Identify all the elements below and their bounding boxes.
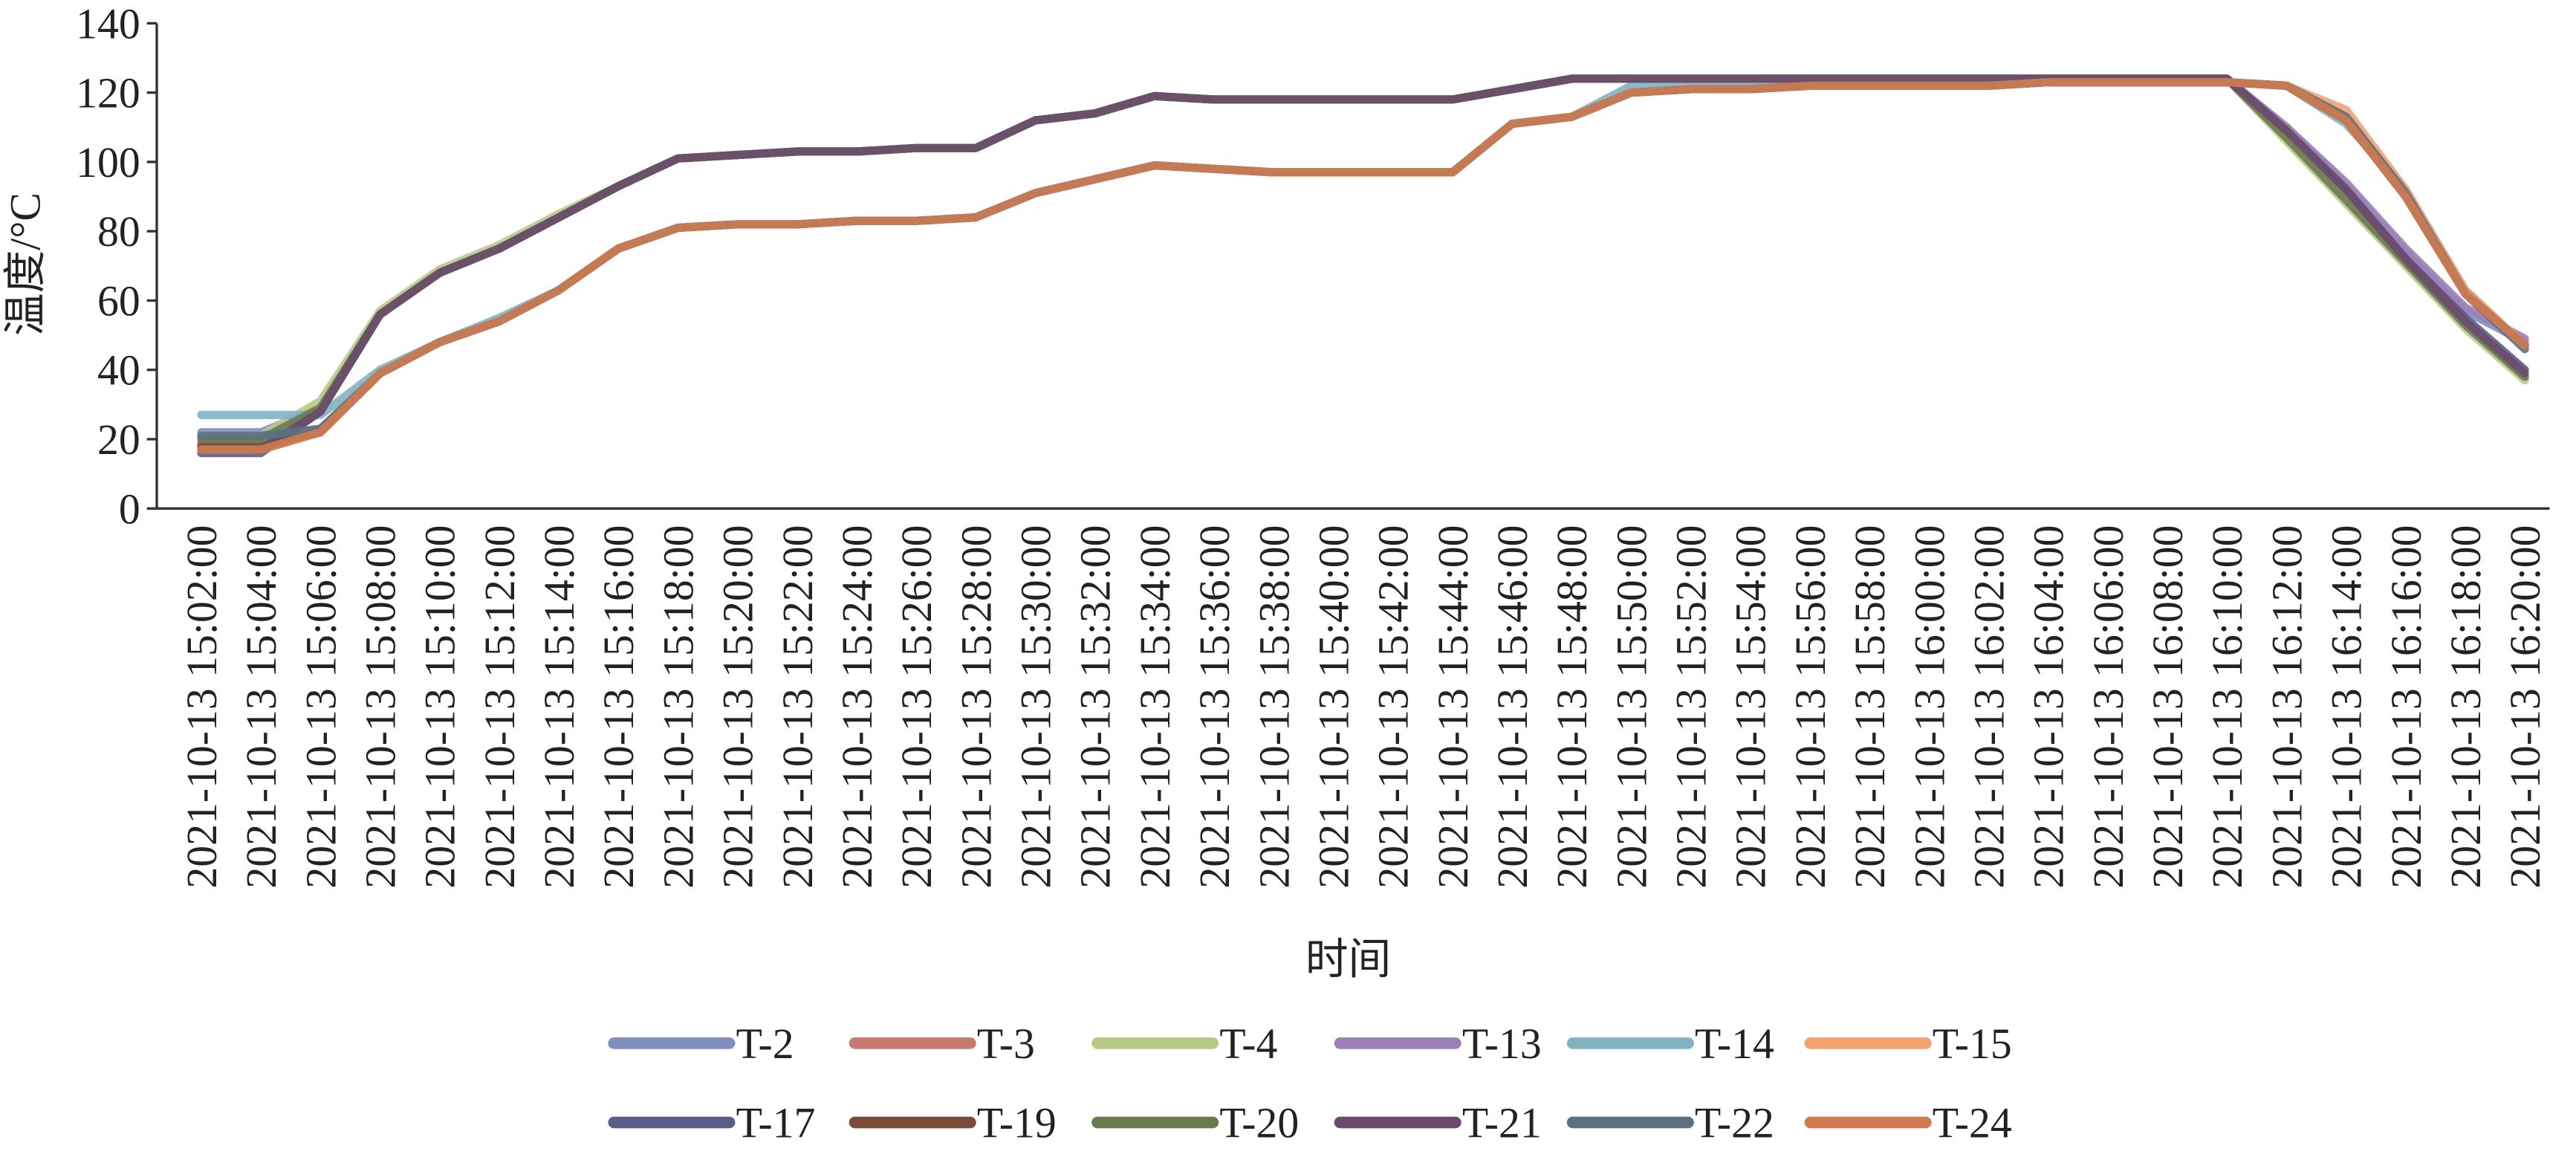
x-tick-label: 2021-10-13 15:46:00: [1490, 525, 1537, 889]
x-tick-label: 2021-10-13 15:36:00: [1192, 525, 1239, 889]
series-line: [197, 78, 2529, 447]
legend-label: T-3: [977, 1021, 1035, 1068]
x-tick-label: 2021-10-13 15:08:00: [358, 525, 405, 889]
x-tick-label: 2021-10-13 15:56:00: [1788, 525, 1834, 889]
legend-label: T-15: [1933, 1021, 2012, 1068]
x-tick-label: 2021-10-13 16:16:00: [2384, 525, 2430, 889]
x-tick-label: 2021-10-13 15:34:00: [1132, 525, 1179, 889]
series-line: [197, 74, 2529, 450]
y-tick-label: 40: [97, 348, 140, 395]
series-line: [197, 74, 2529, 440]
x-tick-label: 2021-10-13 15:12:00: [477, 525, 524, 889]
y-tick-label: 100: [76, 140, 140, 187]
x-tick-label: 2021-10-13 15:40:00: [1311, 525, 1357, 889]
x-axis-label: 时间: [1305, 937, 1391, 984]
legend-label: T-2: [736, 1021, 794, 1068]
legend-item: T-20: [1091, 1100, 1299, 1147]
legend-label: T-14: [1695, 1021, 1774, 1068]
series-line: [197, 74, 2529, 437]
x-tick-label: 2021-10-13 15:24:00: [834, 525, 881, 889]
x-tick-label: 2021-10-13 16:10:00: [2204, 525, 2251, 889]
legend-label: T-13: [1462, 1021, 1542, 1068]
x-tick-label: 2021-10-13 16:02:00: [1966, 525, 2013, 889]
series-line: [197, 74, 2529, 444]
legend-item: T-17: [608, 1100, 816, 1147]
y-tick-label: 140: [76, 1, 140, 48]
x-tick-label: 2021-10-13 15:20:00: [716, 525, 762, 889]
x-tick-label: 2021-10-13 16:00:00: [1907, 525, 1953, 889]
legend-item: T-22: [1566, 1100, 1774, 1147]
y-tick-label: 120: [76, 71, 140, 117]
x-tick-label: 2021-10-13 15:10:00: [418, 525, 464, 889]
legend-label: T-19: [977, 1100, 1057, 1147]
series-line: [197, 78, 2529, 450]
y-tick-label: 20: [97, 417, 140, 464]
legend-item: T-21: [1334, 1100, 1542, 1147]
y-tick-label: 80: [97, 209, 140, 256]
x-tick-label: 2021-10-13 15:14:00: [536, 525, 583, 889]
y-tick-label: 60: [97, 278, 140, 325]
x-tick-label: 2021-10-13 15:54:00: [1728, 525, 1775, 889]
series-line: [197, 78, 2529, 419]
legend-item: T-2: [608, 1021, 794, 1068]
legend-item: T-14: [1566, 1021, 1774, 1068]
x-tick-label: 2021-10-13 15:26:00: [894, 525, 941, 889]
x-tick-label: 2021-10-13 15:18:00: [655, 525, 702, 889]
series-line: [197, 74, 2529, 454]
legend-item: T-19: [849, 1100, 1057, 1147]
legend-label: T-4: [1219, 1021, 1277, 1068]
series-line: [197, 78, 2529, 454]
x-tick-label: 2021-10-13 15:06:00: [298, 525, 345, 889]
x-tick-label: 2021-10-13 15:22:00: [775, 525, 822, 889]
x-tick-label: 2021-10-13 15:52:00: [1669, 525, 1716, 889]
x-tick-label: 2021-10-13 15:58:00: [1847, 525, 1894, 889]
x-tick-label: 2021-10-13 16:20:00: [2502, 525, 2549, 889]
legend-label: T-22: [1695, 1100, 1774, 1147]
x-tick-label: 2021-10-13 15:44:00: [1430, 525, 1477, 889]
y-tick-label: 0: [119, 486, 140, 533]
x-tick-label: 2021-10-13 15:42:00: [1371, 525, 1418, 889]
x-tick-label: 2021-10-13 16:06:00: [2086, 525, 2132, 889]
legend-item: T-4: [1091, 1021, 1277, 1068]
legend-item: T-13: [1334, 1021, 1542, 1068]
series-line: [197, 78, 2529, 454]
x-tick-label: 2021-10-13 16:04:00: [2026, 525, 2073, 889]
series-line: [197, 78, 2529, 440]
x-tick-label: 2021-10-13 16:12:00: [2264, 525, 2311, 889]
x-tick-label: 2021-10-13 15:16:00: [596, 525, 643, 889]
x-tick-label: 2021-10-13 15:02:00: [179, 525, 226, 889]
legend-label: T-20: [1219, 1100, 1299, 1147]
legend-label: T-17: [736, 1100, 816, 1147]
x-tick-label: 2021-10-13 15:50:00: [1609, 525, 1655, 889]
x-tick-label: 2021-10-13 15:32:00: [1073, 525, 1120, 889]
x-tick-label: 2021-10-13 15:48:00: [1549, 525, 1596, 889]
x-tick-label: 2021-10-13 15:04:00: [239, 525, 285, 889]
legend-item: T-24: [1804, 1100, 2012, 1147]
x-tick-label: 2021-10-13 15:30:00: [1013, 525, 1060, 889]
y-axis-label: 温度/°C: [2, 192, 49, 336]
legend-label: T-21: [1462, 1100, 1542, 1147]
x-tick-label: 2021-10-13 16:18:00: [2443, 525, 2490, 889]
x-tick-label: 2021-10-13 16:14:00: [2324, 525, 2371, 889]
series-line: [197, 74, 2529, 458]
x-tick-label: 2021-10-13 15:28:00: [953, 525, 1000, 889]
legend-item: T-3: [849, 1021, 1035, 1068]
x-tick-label: 2021-10-13 15:38:00: [1251, 525, 1298, 889]
legend-item: T-15: [1804, 1021, 2012, 1068]
legend-label: T-24: [1933, 1100, 2012, 1147]
x-tick-label: 2021-10-13 16:08:00: [2145, 525, 2192, 889]
